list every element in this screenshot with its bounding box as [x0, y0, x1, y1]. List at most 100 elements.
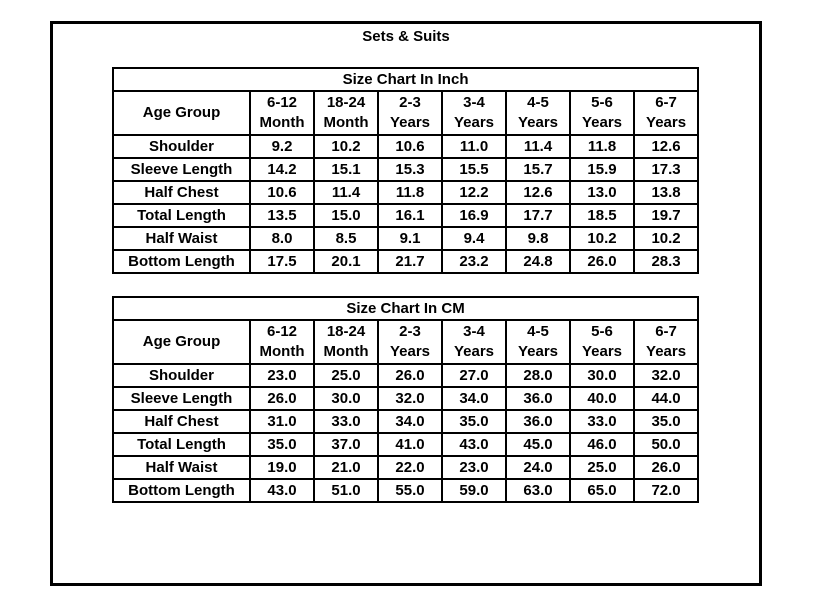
cell-value: 21.0 — [313, 455, 379, 480]
column-header: 3-4 Years — [441, 90, 507, 136]
cell-value: 9.4 — [441, 226, 507, 251]
cell-value: 31.0 — [249, 409, 315, 434]
column-header: 5-6 Years — [569, 90, 635, 136]
cell-value: 34.0 — [441, 386, 507, 411]
column-header: 2-3 Years — [377, 90, 443, 136]
column-header: 6-7 Years — [632, 319, 700, 365]
cell-value: 30.0 — [313, 386, 379, 411]
age-group-header: Age Group — [112, 319, 251, 365]
cell-value: 18.5 — [569, 203, 635, 228]
table-row: Half Chest 10.6 11.4 11.8 12.2 12.6 13.0 13.8 — [112, 180, 700, 205]
cell-value: 10.2 — [569, 226, 635, 251]
cell-value: 19.0 — [249, 455, 315, 480]
column-header: 4-5 Years — [505, 319, 571, 365]
column-header: 6-7 Years — [632, 90, 700, 136]
cell-value: 26.0 — [632, 455, 700, 480]
cell-value: 55.0 — [377, 478, 443, 503]
cell-value: 8.0 — [249, 226, 315, 251]
column-header: 6-12 Month — [249, 90, 315, 136]
row-label: Bottom Length — [112, 249, 251, 274]
table-row: Half Waist 19.0 21.0 22.0 23.0 24.0 25.0 26.0 — [112, 455, 700, 480]
cell-value: 37.0 — [313, 432, 379, 457]
table-title: Size Chart In CM — [111, 296, 700, 321]
row-label: Sleeve Length — [112, 386, 251, 411]
table-row: Bottom Length 17.5 20.1 21.7 23.2 24.8 26.0 28.… — [112, 249, 700, 274]
cell-value: 12.2 — [441, 180, 507, 205]
cell-value: 32.0 — [377, 386, 443, 411]
cell-value: 33.0 — [313, 409, 379, 434]
cell-value: 15.0 — [313, 203, 379, 228]
cell-value: 13.5 — [249, 203, 315, 228]
cell-value: 11.4 — [505, 134, 571, 159]
row-label: Shoulder — [112, 134, 251, 159]
row-label: Half Waist — [112, 455, 251, 480]
column-header: 4-5 Years — [505, 90, 571, 136]
table-header-row: Age Group 6-12 Month 18-24 Month 2-3 Years 3… — [112, 319, 700, 365]
table-row: Sleeve Length 26.0 30.0 32.0 34.0 36.0 40.0 44.… — [112, 386, 700, 411]
cell-value: 13.0 — [569, 180, 635, 205]
row-label: Half Waist — [112, 226, 251, 251]
cell-value: 15.5 — [441, 157, 507, 182]
cell-value: 23.0 — [249, 363, 315, 388]
cell-value: 10.2 — [632, 226, 700, 251]
cell-value: 28.0 — [505, 363, 571, 388]
cell-value: 9.8 — [505, 226, 571, 251]
cell-value: 36.0 — [505, 386, 571, 411]
column-header: 3-4 Years — [441, 319, 507, 365]
cell-value: 33.0 — [569, 409, 635, 434]
row-label: Sleeve Length — [112, 157, 251, 182]
document-border: Sets & Suits Size Chart In Inch Age Group… — [50, 21, 762, 586]
table-row: Total Length 13.5 15.0 16.1 16.9 17.7 18.5 19.7 — [112, 203, 700, 228]
cell-value: 25.0 — [569, 455, 635, 480]
cell-value: 24.8 — [505, 249, 571, 274]
cell-value: 15.1 — [313, 157, 379, 182]
cell-value: 12.6 — [505, 180, 571, 205]
cell-value: 45.0 — [505, 432, 571, 457]
table-header-row: Age Group 6-12 Month 18-24 Month 2-3 Years 3… — [112, 90, 700, 136]
cell-value: 26.0 — [249, 386, 315, 411]
cell-value: 40.0 — [569, 386, 635, 411]
cell-value: 15.9 — [569, 157, 635, 182]
cell-value: 14.2 — [249, 157, 315, 182]
cell-value: 41.0 — [377, 432, 443, 457]
table-row: Bottom Length 43.0 51.0 55.0 59.0 63.0 65.0 72.… — [112, 478, 700, 503]
row-label: Total Length — [112, 432, 251, 457]
cell-value: 23.2 — [441, 249, 507, 274]
cell-value: 30.0 — [569, 363, 635, 388]
cell-value: 43.0 — [441, 432, 507, 457]
table-row: Half Chest 31.0 33.0 34.0 35.0 36.0 33.0 35.0 — [112, 409, 700, 434]
cell-value: 12.6 — [632, 134, 700, 159]
cell-value: 16.9 — [441, 203, 507, 228]
cell-value: 36.0 — [505, 409, 571, 434]
cell-value: 17.5 — [249, 249, 315, 274]
table-row: Sleeve Length 14.2 15.1 15.3 15.5 15.7 15.9 17.… — [112, 157, 700, 182]
column-header: 18-24 Month — [313, 319, 379, 365]
cell-value: 17.3 — [632, 157, 700, 182]
cell-value: 72.0 — [632, 478, 700, 503]
cell-value: 25.0 — [313, 363, 379, 388]
cell-value: 51.0 — [313, 478, 379, 503]
cell-value: 26.0 — [569, 249, 635, 274]
cell-value: 10.2 — [313, 134, 379, 159]
cell-value: 59.0 — [441, 478, 507, 503]
size-chart-table: Size Chart In Inch Age Group 6-12 Month 18-… — [111, 67, 700, 274]
cell-value: 19.7 — [632, 203, 700, 228]
cell-value: 21.7 — [377, 249, 443, 274]
size-chart-table: Size Chart In CM Age Group 6-12 Month 18-24… — [111, 296, 700, 503]
cell-value: 28.3 — [632, 249, 700, 274]
cell-value: 10.6 — [249, 180, 315, 205]
table-title-row: Size Chart In Inch — [111, 67, 700, 92]
cell-value: 63.0 — [505, 478, 571, 503]
row-label: Half Chest — [112, 409, 251, 434]
cell-value: 35.0 — [632, 409, 700, 434]
cell-value: 11.8 — [377, 180, 443, 205]
cell-value: 11.0 — [441, 134, 507, 159]
page-title: Sets & Suits — [362, 28, 450, 45]
cell-value: 11.4 — [313, 180, 379, 205]
column-header: 5-6 Years — [569, 319, 635, 365]
tables-container: Size Chart In Inch Age Group 6-12 Month 18-… — [111, 67, 700, 503]
cell-value: 9.2 — [249, 134, 315, 159]
cell-value: 26.0 — [377, 363, 443, 388]
cell-value: 9.1 — [377, 226, 443, 251]
